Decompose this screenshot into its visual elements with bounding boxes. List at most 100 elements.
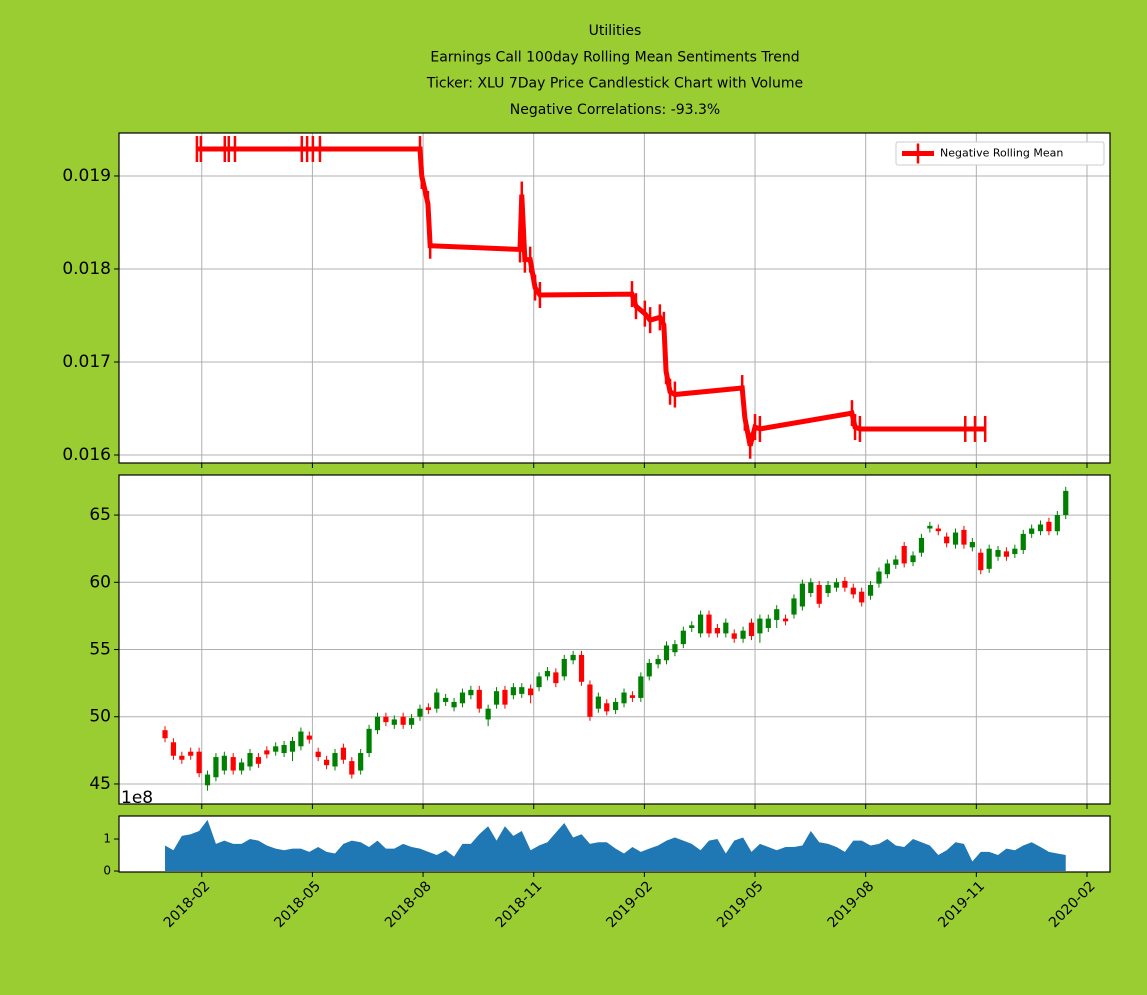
candle-body bbox=[842, 580, 848, 588]
candle-body bbox=[1029, 528, 1035, 534]
candle-body bbox=[646, 662, 652, 677]
candle-body bbox=[791, 598, 797, 615]
offset-label: 1e8 bbox=[121, 788, 153, 808]
y-tick-label: 0 bbox=[103, 864, 111, 878]
candle-body bbox=[510, 687, 516, 696]
candle-body bbox=[774, 609, 780, 620]
legend bbox=[895, 141, 1105, 166]
candle-body bbox=[188, 751, 194, 756]
candle-body bbox=[349, 761, 355, 775]
candle-body bbox=[1020, 533, 1026, 551]
candle-body bbox=[374, 716, 381, 731]
candle-body bbox=[969, 541, 975, 548]
candle-body bbox=[731, 633, 737, 639]
plot-area bbox=[119, 475, 1110, 804]
candle-body bbox=[782, 618, 789, 622]
y-tick-label: 60 bbox=[89, 572, 111, 592]
candle-body bbox=[952, 532, 959, 545]
candle-body bbox=[672, 644, 678, 653]
candle-body bbox=[927, 525, 933, 529]
candle-body bbox=[595, 696, 601, 709]
candle-body bbox=[528, 688, 534, 696]
candle-body bbox=[536, 676, 542, 688]
candle-body bbox=[443, 697, 449, 702]
legend-label: Negative Rolling Mean bbox=[940, 147, 1063, 160]
candle-body bbox=[1046, 521, 1052, 532]
candle-body bbox=[621, 692, 627, 704]
candle-body bbox=[1012, 548, 1018, 555]
candle-body bbox=[281, 744, 287, 754]
candle-body bbox=[799, 583, 805, 607]
candle-body bbox=[765, 618, 771, 629]
plot-content bbox=[119, 475, 1110, 804]
candle-body bbox=[544, 671, 551, 677]
candle-body bbox=[561, 658, 567, 677]
candle-body bbox=[910, 555, 916, 563]
candle-body bbox=[1003, 551, 1010, 557]
y-tick-label: 0.018 bbox=[62, 259, 111, 279]
candle-body bbox=[298, 731, 304, 747]
y-tick-label: 1 bbox=[103, 832, 111, 846]
candle-body bbox=[613, 701, 619, 711]
candle-body bbox=[323, 759, 330, 766]
candle-body bbox=[850, 587, 856, 595]
plot-frame bbox=[118, 132, 1111, 464]
candle-body bbox=[638, 676, 644, 698]
candle-body bbox=[825, 584, 831, 594]
candle-body bbox=[425, 707, 431, 711]
candle-body bbox=[884, 563, 890, 575]
candle-body bbox=[315, 751, 321, 758]
candle-body bbox=[408, 718, 415, 725]
candle-body bbox=[264, 750, 270, 755]
plot-area bbox=[119, 133, 1110, 463]
candle-body bbox=[519, 687, 525, 694]
x-tick-label: 2018-02 bbox=[161, 878, 214, 931]
candle-body bbox=[196, 751, 202, 774]
candle-body bbox=[604, 703, 610, 712]
candle-body bbox=[859, 591, 865, 603]
y-tick-label: 50 bbox=[89, 707, 111, 727]
plot-content bbox=[165, 819, 1066, 872]
candle-body bbox=[162, 730, 168, 739]
y-tick-label: 0.017 bbox=[62, 352, 111, 372]
candle-body bbox=[723, 622, 729, 634]
chart-title: Negative Correlations: -93.3% bbox=[510, 102, 720, 118]
candle-body bbox=[213, 757, 219, 778]
candle-body bbox=[170, 742, 177, 756]
x-tick-label: 2019-02 bbox=[603, 878, 656, 931]
chart-title: Earnings Call 100day Rolling Mean Sentim… bbox=[430, 49, 799, 65]
candle-body bbox=[366, 728, 372, 754]
candle-body bbox=[816, 584, 822, 604]
candle-body bbox=[893, 559, 899, 565]
candle-body bbox=[757, 618, 763, 634]
candle-body bbox=[748, 622, 755, 637]
candle-body bbox=[655, 658, 661, 665]
candle-body bbox=[179, 755, 185, 760]
candle-body bbox=[663, 645, 670, 661]
candle-body bbox=[995, 550, 1001, 557]
x-tick-label: 2018-05 bbox=[271, 878, 324, 931]
candle-body bbox=[986, 548, 992, 569]
candle-body bbox=[221, 755, 227, 771]
candle-body bbox=[476, 689, 482, 709]
candle-body bbox=[383, 716, 389, 723]
candle-body bbox=[680, 630, 686, 645]
candle-body bbox=[451, 701, 457, 708]
candle-body bbox=[833, 582, 840, 588]
candle-body bbox=[468, 689, 474, 696]
candle-body bbox=[740, 630, 746, 639]
candle-body bbox=[1037, 524, 1044, 532]
candle-body bbox=[918, 537, 925, 553]
chart-title: Ticker: XLU 7Day Price Candlestick Chart… bbox=[426, 76, 803, 92]
plot-frame bbox=[118, 815, 1111, 873]
candle-body bbox=[459, 692, 466, 704]
candle-body bbox=[1054, 515, 1060, 532]
candle-body bbox=[808, 582, 814, 594]
candle-body bbox=[417, 708, 423, 717]
y-tick-label: 0.019 bbox=[62, 166, 111, 186]
candle-body bbox=[629, 695, 636, 698]
candle-body bbox=[706, 614, 712, 634]
candle-body bbox=[944, 536, 950, 544]
candle-body bbox=[578, 654, 585, 682]
